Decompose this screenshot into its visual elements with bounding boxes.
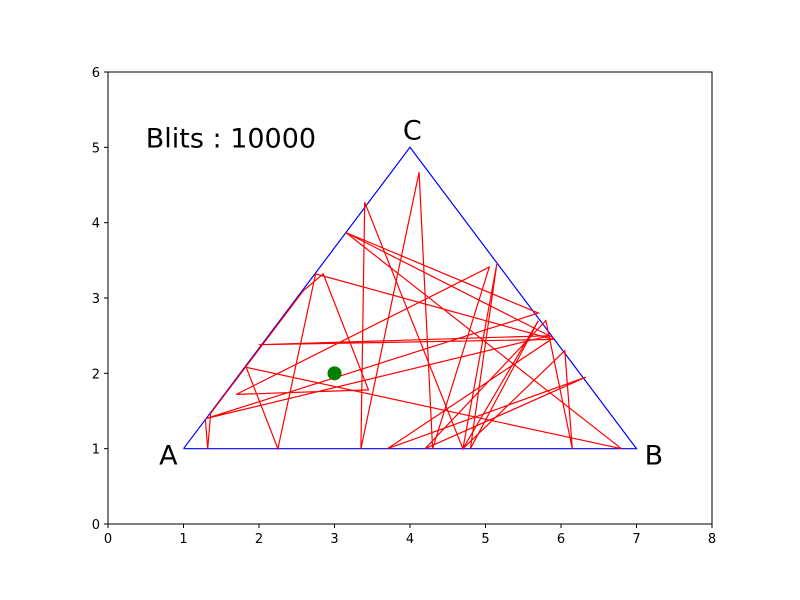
x-tick-label: 2: [255, 532, 263, 547]
y-tick-label: 4: [92, 217, 100, 232]
current-point-marker: [327, 366, 342, 381]
series-layer: [183, 146, 638, 451]
vertex-label-c: C: [403, 115, 422, 146]
x-tick-label: 8: [708, 532, 716, 547]
vertex-label-b: B: [645, 441, 664, 472]
x-tick-label: 4: [406, 532, 414, 547]
y-tick-label: 0: [92, 518, 100, 533]
x-tick-label: 7: [632, 532, 640, 547]
y-tick-label: 6: [92, 66, 100, 81]
x-tick-label: 5: [481, 532, 489, 547]
x-tick-label: 0: [104, 532, 112, 547]
y-tick-label: 5: [92, 141, 100, 156]
bounce-path-line: [204, 172, 622, 451]
y-tick-label: 3: [92, 292, 100, 307]
triangle-boundary: [183, 146, 638, 450]
x-tick-label: 6: [557, 532, 565, 547]
y-axis: 0 1 2 3 4 5 6: [92, 66, 108, 533]
x-axis: 0 1 2 3 4 5 6 7 8: [104, 524, 716, 547]
y-tick-label: 2: [92, 367, 100, 382]
y-tick-label: 1: [92, 443, 100, 458]
x-tick-label: 1: [179, 532, 187, 547]
vertex-label-a: A: [159, 441, 178, 472]
x-tick-label: 3: [330, 532, 338, 547]
blits-counter-label: Blits : 10000: [146, 123, 316, 154]
